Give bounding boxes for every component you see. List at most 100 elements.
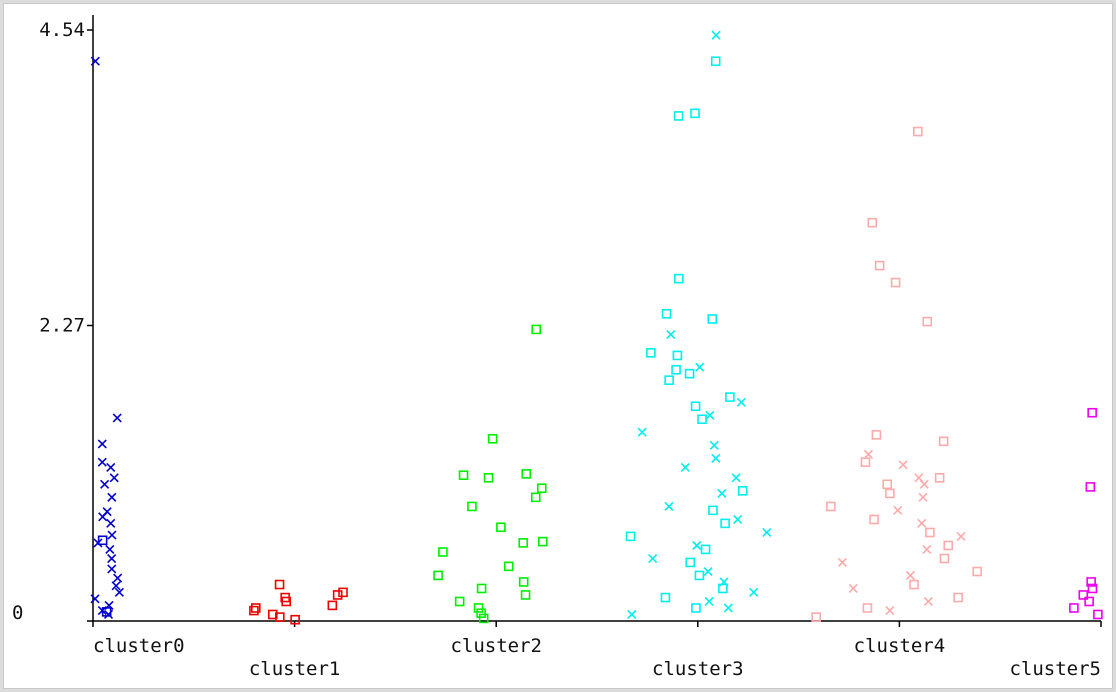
point-cluster2-square-9 xyxy=(538,536,548,547)
point-cluster2-square-19 xyxy=(476,608,486,618)
point-cluster4-square-9 xyxy=(882,479,893,490)
point-cluster3-cross-4 xyxy=(705,410,715,420)
point-cluster4-square-0 xyxy=(912,126,923,137)
point-cluster3-cross-2 xyxy=(695,362,705,372)
point-cluster2-square-3 xyxy=(458,470,469,481)
point-cluster0-cross-12 xyxy=(93,538,103,548)
point-cluster1-square-0 xyxy=(274,579,285,590)
point-cluster3-square-5 xyxy=(707,314,718,324)
point-cluster3-square-10 xyxy=(664,375,674,385)
point-cluster3-square-3 xyxy=(674,273,684,284)
point-cluster5-square-1 xyxy=(1085,482,1096,492)
point-cluster2-square-10 xyxy=(518,538,528,548)
point-cluster2-square-2 xyxy=(521,469,532,479)
point-cluster4-square-16 xyxy=(972,566,983,577)
y-tick-label: 4.54 xyxy=(39,19,85,41)
point-cluster4-square-13 xyxy=(925,527,935,538)
point-cluster3-square-17 xyxy=(625,531,636,542)
point-cluster1-square-8 xyxy=(267,609,278,620)
point-cluster3-cross-18 xyxy=(749,587,759,597)
point-cluster3-square-6 xyxy=(646,348,656,358)
point-cluster4-cross-1 xyxy=(898,460,908,470)
point-cluster4-square-19 xyxy=(862,603,873,613)
point-cluster4-cross-4 xyxy=(918,492,928,502)
point-cluster3-square-21 xyxy=(718,583,728,594)
point-cluster3-square-9 xyxy=(684,368,695,379)
point-cluster4-square-4 xyxy=(922,316,933,327)
point-cluster3-square-2 xyxy=(673,111,684,121)
point-cluster4-square-12 xyxy=(869,514,879,525)
point-cluster3-square-8 xyxy=(671,364,681,375)
point-cluster3-square-12 xyxy=(690,401,701,412)
x-axis-ticks: cluster0 cluster1 cluster2 cluster3 cluster4… xyxy=(92,621,1102,680)
point-cluster3-cross-7 xyxy=(711,453,721,463)
point-cluster3-cross-9 xyxy=(731,473,741,483)
point-cluster3-cross-16 xyxy=(703,566,713,577)
point-cluster2-square-20 xyxy=(478,613,489,624)
point-cluster0-cross-10 xyxy=(106,518,116,528)
point-cluster2-square-14 xyxy=(518,577,529,587)
point-cluster1-square-2 xyxy=(332,590,343,600)
point-cluster4-cross-8 xyxy=(922,544,932,554)
x-category-label-cluster3: cluster3 xyxy=(652,658,744,680)
point-cluster4-square-5 xyxy=(871,430,882,440)
point-cluster1-square-4 xyxy=(281,596,292,607)
y-tick-label: 2.27 xyxy=(39,315,85,337)
point-cluster3-square-0 xyxy=(710,56,721,67)
point-cluster4-square-7 xyxy=(860,457,871,467)
point-cluster3-cross-8 xyxy=(680,462,690,472)
point-cluster4-square-15 xyxy=(939,553,950,564)
point-cluster4-square-14 xyxy=(943,540,954,551)
point-cluster3-cross-11 xyxy=(664,501,674,512)
point-cluster2-square-12 xyxy=(503,561,514,572)
point-cluster0-cross-22 xyxy=(103,609,114,620)
point-cluster3-square-18 xyxy=(700,544,711,555)
point-cluster1-square-9 xyxy=(275,612,285,622)
point-cluster2-square-4 xyxy=(483,473,494,483)
point-cluster2-square-5 xyxy=(536,483,547,494)
point-cluster0-cross-14 xyxy=(107,553,117,564)
point-cluster3-cross-3 xyxy=(736,397,746,407)
point-cluster3-square-11 xyxy=(725,392,735,402)
point-cluster4-cross-9 xyxy=(837,557,848,567)
point-cluster4-cross-13 xyxy=(885,606,895,616)
point-cluster4-square-18 xyxy=(953,592,963,603)
point-cluster4-cross-6 xyxy=(917,518,927,528)
point-cluster4-cross-7 xyxy=(956,531,966,541)
point-cluster0-cross-11 xyxy=(107,530,117,540)
point-cluster0-cross-6 xyxy=(100,479,110,489)
point-cluster4-square-3 xyxy=(890,277,901,288)
point-cluster0-cross-19 xyxy=(90,594,100,604)
point-cluster2-square-7 xyxy=(467,501,477,512)
point-cluster4-cross-3 xyxy=(919,479,929,489)
point-cluster3-square-22 xyxy=(660,592,671,603)
point-cluster4-cross-11 xyxy=(848,583,858,594)
point-cluster1-square-1 xyxy=(338,587,348,598)
point-cluster3-square-23 xyxy=(691,603,701,613)
point-cluster5-square-7 xyxy=(1093,609,1103,620)
point-cluster5-square-6 xyxy=(1069,603,1079,613)
point-cluster0-cross-13 xyxy=(105,544,115,554)
point-cluster3-cross-17 xyxy=(719,577,729,587)
point-cluster3-cross-14 xyxy=(692,540,702,551)
point-cluster3-cross-19 xyxy=(704,596,714,607)
point-cluster3-cross-0 xyxy=(711,30,721,40)
point-cluster3-cross-1 xyxy=(666,330,676,340)
point-cluster4-square-6 xyxy=(938,436,949,447)
x-category-label-cluster1: cluster1 xyxy=(249,658,341,680)
point-cluster0-cross-18 xyxy=(114,587,124,597)
point-cluster4-square-20 xyxy=(811,612,821,622)
data-markers xyxy=(90,30,1103,625)
point-cluster3-cross-10 xyxy=(717,488,727,498)
point-cluster2-square-15 xyxy=(476,583,487,594)
point-cluster0-cross-16 xyxy=(113,573,123,583)
point-cluster0-cross-7 xyxy=(107,492,117,502)
point-cluster4-cross-12 xyxy=(923,596,933,607)
point-cluster3-cross-21 xyxy=(627,609,637,620)
point-cluster3-square-16 xyxy=(720,518,730,529)
point-cluster3-square-7 xyxy=(672,350,683,361)
point-cluster3-square-14 xyxy=(737,486,748,496)
point-cluster3-square-15 xyxy=(708,505,718,516)
point-cluster1-square-6 xyxy=(251,603,261,613)
point-cluster0-cross-21 xyxy=(97,606,107,616)
